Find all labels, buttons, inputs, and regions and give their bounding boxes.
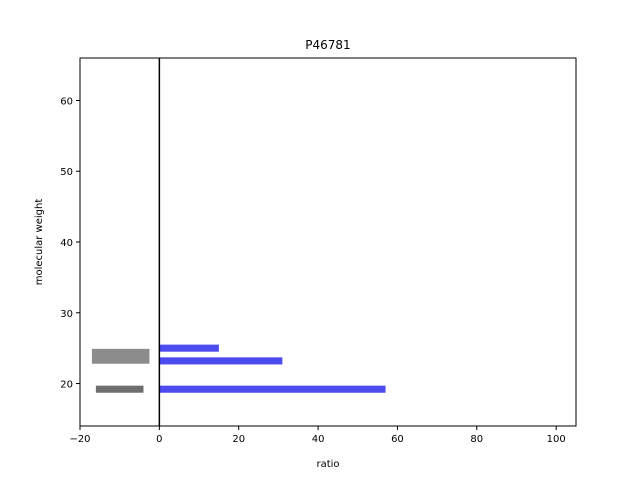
x-tick-label: 80: [470, 434, 483, 445]
bar-series-1-3: [159, 385, 386, 393]
plot-frame: [79, 57, 577, 427]
x-axis-label: ratio: [316, 459, 339, 470]
bar-series-1-1: [159, 344, 219, 352]
x-ticks: −20 0 20 40 60 80 100: [69, 426, 566, 445]
x-tick-label: 20: [232, 434, 245, 445]
bar-series-3-1: [95, 385, 144, 393]
y-ticks: 20 30 40 50 60: [60, 96, 80, 391]
y-tick-label: 40: [60, 238, 73, 249]
x-tick-label: 100: [547, 434, 566, 445]
y-tick-label: 50: [60, 167, 73, 178]
y-tick-label: 20: [60, 380, 73, 391]
bar-series-2-1: [91, 348, 150, 364]
chart-title: P46781: [305, 38, 350, 52]
y-axis-label: molecular weight: [34, 199, 45, 286]
bar-series-1-2: [159, 357, 283, 365]
x-tick-label: 60: [391, 434, 404, 445]
x-tick-label: −20: [69, 434, 90, 445]
bars-layer: [91, 344, 386, 393]
x-tick-label: 40: [312, 434, 325, 445]
x-tick-label: 0: [156, 434, 162, 445]
y-tick-label: 60: [60, 96, 73, 107]
y-tick-label: 30: [60, 309, 73, 320]
